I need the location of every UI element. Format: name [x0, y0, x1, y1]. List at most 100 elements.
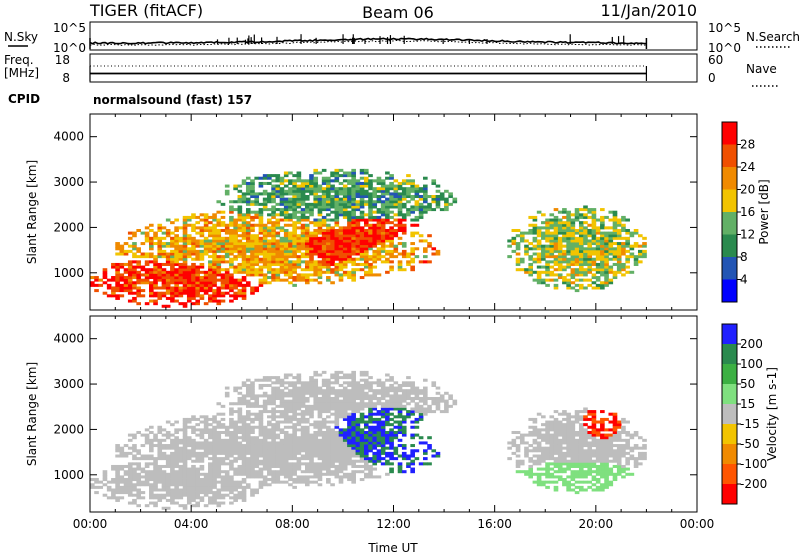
velocity-cell	[338, 430, 344, 434]
velocity-cell	[140, 480, 146, 484]
velocity-cell	[363, 467, 369, 471]
power-cell	[229, 286, 234, 290]
velocity-cell	[153, 467, 158, 471]
velocity-cell	[532, 472, 538, 476]
velocity-cell	[541, 415, 546, 419]
power-cell	[368, 192, 373, 196]
power-cell	[541, 236, 546, 240]
velocity-cell	[431, 402, 437, 406]
power-cell	[368, 247, 373, 251]
power-cell	[224, 291, 230, 295]
velocity-cell	[536, 446, 542, 450]
power-cell	[165, 262, 171, 266]
velocity-cell	[161, 457, 167, 461]
power-cell	[578, 236, 584, 240]
power-cell	[625, 231, 630, 235]
velocity-cell	[237, 410, 243, 414]
velocity-cell	[161, 478, 167, 482]
velocity-cell	[435, 451, 441, 455]
velocity-cell	[393, 430, 399, 434]
power-cell	[410, 234, 415, 238]
velocity-cell	[165, 464, 171, 468]
velocity-cell	[355, 397, 361, 401]
power-cell	[250, 249, 255, 253]
velocity-cell	[393, 407, 399, 411]
power-cell	[199, 296, 205, 300]
velocity-cell	[385, 415, 390, 419]
velocity-cell	[182, 483, 188, 487]
power-cell	[583, 249, 588, 253]
power-cell	[161, 231, 167, 235]
velocity-cell	[296, 399, 302, 403]
power-cell	[570, 228, 576, 232]
power-cell	[271, 239, 276, 243]
velocity-cell	[368, 438, 373, 442]
power-cell	[515, 244, 521, 248]
power-cell	[566, 278, 571, 282]
velocity-cell	[296, 420, 302, 424]
power-cell	[153, 278, 158, 282]
power-cell	[359, 236, 365, 240]
velocity-cell	[174, 451, 179, 455]
power-cell	[250, 273, 255, 277]
velocity-cell	[203, 430, 209, 434]
velocity-cell	[304, 438, 310, 442]
power-cell	[271, 249, 276, 253]
power-cell	[262, 236, 268, 240]
power-cell	[612, 270, 618, 274]
velocity-cell	[283, 470, 289, 474]
power-cell	[583, 213, 588, 217]
power-cell	[153, 262, 158, 266]
velocity-cell	[208, 428, 213, 432]
velocity-cell	[401, 420, 407, 424]
velocity-cell	[309, 467, 314, 471]
velocity-cell	[102, 470, 108, 474]
power-cell	[288, 187, 293, 191]
velocity-cell	[414, 457, 420, 461]
power-cell	[612, 218, 618, 222]
power-cell	[342, 197, 348, 201]
velocity-cell	[90, 478, 95, 482]
power-cell	[600, 252, 605, 256]
power-cell	[583, 231, 588, 235]
velocity-cell	[401, 430, 407, 434]
velocity-cell	[541, 428, 546, 432]
velocity-cell	[423, 412, 428, 416]
power-cell	[149, 236, 154, 240]
velocity-cell	[296, 444, 302, 448]
velocity-cell	[439, 397, 445, 401]
power-cell	[355, 244, 361, 248]
power-cell	[275, 239, 281, 243]
power-cell	[591, 286, 597, 290]
power-cell	[174, 218, 179, 222]
power-cell	[380, 195, 386, 199]
velocity-cell	[199, 430, 205, 434]
velocity-cell	[545, 454, 550, 458]
power-cell	[170, 262, 175, 266]
power-cell	[283, 174, 289, 178]
velocity-cell	[241, 470, 247, 474]
power-cell	[397, 236, 403, 240]
power-cell	[208, 239, 213, 243]
power-cell	[566, 228, 571, 232]
power-cell	[347, 242, 352, 246]
power-cell	[418, 239, 424, 243]
velocity-cell	[212, 415, 217, 419]
power-cell	[330, 257, 335, 261]
power-cell	[304, 195, 310, 199]
power-cell	[127, 249, 133, 253]
power-cell	[330, 247, 335, 251]
velocity-cell	[212, 483, 217, 487]
power-cell	[642, 252, 647, 256]
power-cell	[288, 223, 293, 227]
power-cell	[245, 223, 251, 227]
power-cell	[279, 247, 285, 251]
velocity-cell	[170, 483, 175, 487]
velocity-cell	[250, 404, 255, 408]
velocity-cell	[229, 491, 234, 495]
velocity-cell	[368, 444, 373, 448]
power-cell	[321, 215, 327, 219]
velocity-cell	[267, 446, 272, 450]
power-cell	[359, 171, 365, 175]
power-cell	[313, 184, 319, 188]
